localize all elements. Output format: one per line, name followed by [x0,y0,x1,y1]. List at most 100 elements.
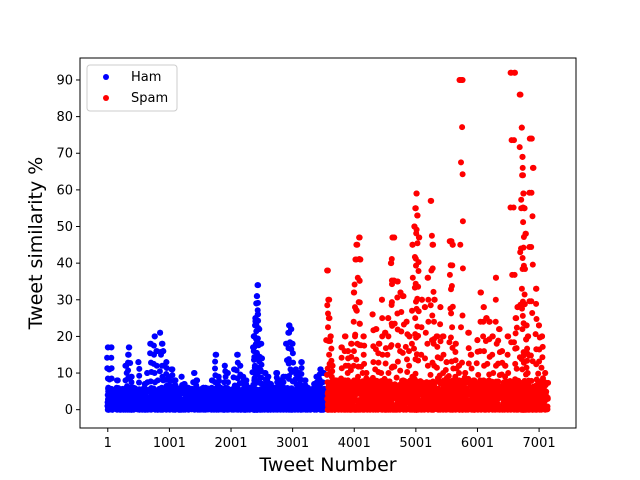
spam-point [499,348,506,355]
spam-point [459,77,466,83]
spam-point [430,288,437,295]
ham-point [106,376,113,383]
spam-point [394,278,401,285]
x-tick-label: 1 [104,436,112,451]
spam-point [345,384,351,391]
spam-point [517,91,524,98]
spam-point [458,324,464,331]
spam-point [412,315,419,322]
ham-point [128,373,135,380]
spam-point [351,289,358,296]
ham-point [298,371,305,377]
spam-point [394,294,401,301]
y-tick-label: 40 [56,257,73,272]
spam-point [529,213,536,220]
spam-point [434,333,441,340]
spam-point [452,398,458,405]
spam-point [406,362,413,369]
ham-point [153,362,160,369]
spam-point [536,358,543,365]
spam-point [437,321,444,328]
spam-point [459,265,466,272]
ham-point [203,392,210,398]
spam-point [447,334,454,341]
spam-point [474,395,481,402]
spam-point [411,345,417,352]
spam-point [415,388,422,395]
spam-point [437,380,444,387]
ham-point [128,379,135,386]
spam-point [492,274,499,281]
ham-point [178,373,185,380]
spam-point [412,396,419,403]
spam-point [435,396,441,403]
spam-point [521,205,528,212]
spam-point [522,266,528,272]
spam-point [341,333,348,340]
spam-point [539,333,546,340]
spam-point [400,400,407,407]
ham-point [224,388,231,395]
spam-point [492,318,499,325]
spam-point [415,332,422,339]
ham-point [126,344,133,351]
spam-point [332,377,339,384]
spam-point [504,351,511,358]
spam-point [388,256,395,262]
ham-point [230,406,237,413]
spam-point [415,283,422,290]
ham-point [136,386,143,393]
spam-point [448,283,455,289]
spam-point [489,351,496,358]
spam-point [512,360,519,367]
spam-point [328,357,335,364]
x-tick-label: 5001 [399,436,432,451]
spam-point [459,312,466,319]
spam-point [350,348,357,355]
spam-point [539,354,546,361]
ham-point [281,384,288,391]
spam-point [355,373,361,380]
spam-point [505,388,512,395]
spam-point [463,402,469,409]
ham-point [184,384,191,391]
spam-point [443,390,450,397]
legend-ham-marker [103,74,109,80]
ham-point [215,373,222,380]
spam-point [409,241,416,248]
spam-point [492,406,499,413]
spam-point [388,342,395,349]
spam-point [404,369,411,375]
spam-point [524,357,531,364]
spam-point [385,370,392,376]
spam-point [456,399,463,406]
spam-point [415,308,422,315]
spam-point [388,385,395,392]
y-tick-label: 30 [56,293,73,308]
ham-point [212,365,218,372]
spam-point [501,395,508,402]
spam-point [448,310,455,317]
spam-point [381,375,388,382]
ham-point [193,382,200,389]
ham-point [298,365,305,371]
spam-point [385,333,392,340]
spam-point [324,302,331,309]
spam-point [490,370,497,376]
spam-point [353,307,360,314]
ham-point [106,366,112,373]
spam-point [542,406,549,413]
spam-point [513,345,520,352]
spam-point [350,362,357,369]
ham-point [110,392,117,398]
spam-point [431,296,438,303]
spam-point [379,351,386,358]
spam-point [480,377,487,384]
spam-point [519,164,526,171]
ham-point [135,359,142,366]
spam-point [415,268,422,274]
spam-point [351,392,358,398]
spam-point [465,360,472,367]
ham-point [221,362,228,369]
ham-point [125,351,132,358]
